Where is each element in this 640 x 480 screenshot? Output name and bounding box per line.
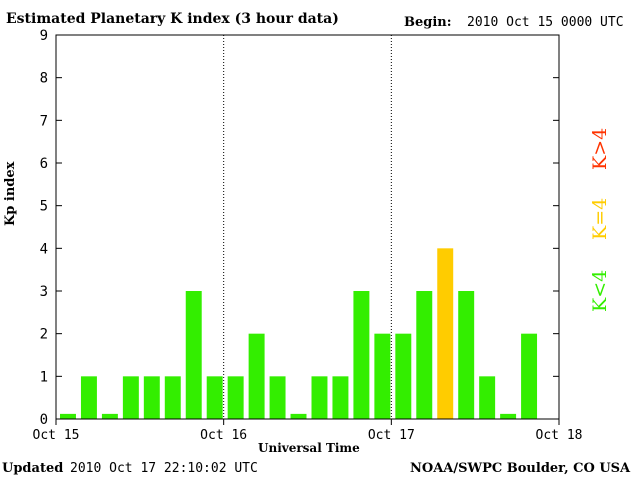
kp-bar [269,376,286,419]
y-tick-label: 4 [40,241,48,257]
kp-bar [164,376,181,419]
kp-bar [437,248,454,419]
y-tick-label: 5 [40,199,48,215]
y-tick-label: 7 [40,113,48,129]
legend-k-equal-4: K=4 [589,197,611,240]
kp-bar [332,376,349,419]
y-tick-label: 2 [40,327,48,343]
x-axis-label: Universal Time [258,441,360,455]
begin-value: 2010 Oct 15 0000 UTC [467,15,624,30]
kp-bar [290,413,307,419]
kp-bar [479,376,496,419]
y-tick-label: 1 [40,369,48,385]
y-tick-label: 9 [40,28,48,44]
x-tick-label: Oct 16 [200,428,247,443]
kp-bar [374,333,391,419]
x-tick-label: Oct 18 [536,428,583,443]
kp-bar [206,376,223,419]
plot-frame [55,34,560,420]
kp-bar [353,291,370,419]
x-tick-label: Oct 15 [33,428,80,443]
kp-bar [395,333,412,419]
kp-bar [227,376,244,419]
kp-bar [143,376,160,419]
kp-bar [122,376,139,419]
kp-bar [185,291,202,419]
x-tick-label: Oct 17 [368,428,415,443]
kp-bar [101,413,118,419]
y-tick-label: 0 [40,412,48,428]
begin-label: Begin: [404,15,452,30]
legend-k-above-4: K>4 [589,127,611,170]
kp-bar [80,376,97,419]
legend-k-below-4: K<4 [589,269,611,312]
kp-bar [458,291,475,419]
kp-bar [500,413,517,419]
chart-title: Estimated Planetary K index (3 hour data… [6,11,339,27]
kp-bar [60,413,76,419]
y-tick-label: 8 [40,71,48,87]
kp-bar [248,333,265,419]
kp-bar [521,333,538,419]
y-tick-label: 3 [40,284,48,300]
updated-label: Updated [2,461,64,476]
kp-bar [416,291,433,419]
kp-bar [311,376,328,419]
credit-line: NOAA/SWPC Boulder, CO USA [410,461,631,476]
y-tick-label: 6 [40,156,48,172]
updated-timestamp: 2010 Oct 17 22:10:02 UTC [70,461,258,476]
